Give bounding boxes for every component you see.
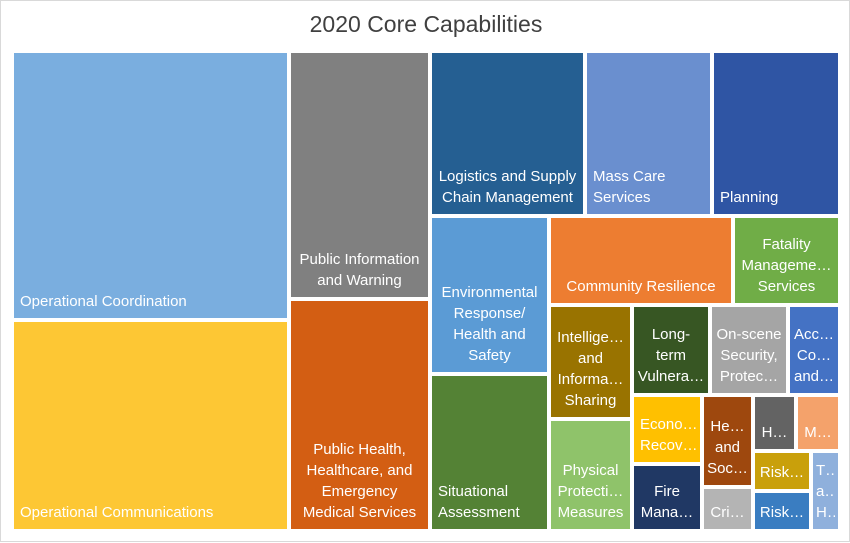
chart-title: 2020 Core Capabilities: [309, 11, 543, 37]
treemap-tile-label: Fire Mana…: [640, 483, 694, 521]
treemap-tile: Environmental Response/ Health and Safet…: [430, 216, 549, 374]
treemap-tile: Logistics and Supply Chain Management: [430, 51, 585, 216]
treemap-tile-label: H…: [761, 424, 788, 441]
treemap-tile-label: Risk…: [759, 504, 805, 521]
treemap-tile: Public Health, Healthcare, and Emergency…: [289, 299, 430, 531]
treemap-tile-label: Operational Coordination: [20, 293, 187, 310]
treemap-tile: T… a… H…: [811, 451, 840, 531]
treemap-tile: Fire Mana…: [632, 464, 702, 531]
treemap-tile: Mass Care Services: [585, 51, 712, 216]
treemap-tile: Cri…: [702, 487, 753, 531]
treemap-tile: Operational Communications: [12, 320, 289, 531]
treemap-tile: Public Information and Warning: [289, 51, 430, 299]
treemap-tile-label: Logistics and Supply Chain Management: [438, 168, 577, 206]
treemap-tile: Fatality Manageme… Services: [733, 216, 840, 305]
treemap-tile: Risk…: [753, 451, 811, 491]
treemap-tile: On-scene Security, Protec…: [710, 305, 788, 395]
treemap-tile-label: Intellige… and Informa… Sharing: [557, 329, 624, 409]
treemap-tile: Planning: [712, 51, 840, 216]
treemap-tile: He… and Soc…: [702, 395, 753, 487]
treemap-tile-label: T… a… H…: [816, 462, 835, 521]
treemap-tile-label: Econo… Recov…: [640, 416, 696, 454]
treemap-tile-label: Public Health, Healthcare, and Emergency…: [302, 441, 417, 521]
treemap-tile-label: Physical Protecti… Measures: [557, 462, 624, 521]
treemap-tile: Operational Coordination: [12, 51, 289, 320]
treemap-tile-label: He… and Soc…: [707, 418, 748, 477]
treemap-tile: Physical Protecti… Measures: [549, 419, 632, 531]
treemap-tile-label: Operational Communications: [20, 504, 214, 521]
treemap-tile: Long- term Vulnera…: [632, 305, 710, 395]
treemap-tile: Community Resilience: [549, 216, 733, 305]
treemap-tile-label: Fatality Manageme… Services: [741, 236, 832, 295]
treemap-tile-label: Risk…: [759, 464, 805, 481]
treemap-tile-label: Acc… Co… and…: [793, 326, 835, 385]
treemap-tile: Situational Assessment: [430, 374, 549, 531]
treemap-tile-label: Mass Care Services: [593, 168, 666, 206]
treemap-tile: H…: [753, 395, 796, 451]
treemap-tile-label: Situational Assessment: [438, 483, 520, 521]
treemap-tile-label: Environmental Response/ Health and Safet…: [441, 284, 538, 364]
treemap-tile-label: Public Information and Warning: [299, 251, 420, 289]
treemap-tile: Risk…: [753, 491, 811, 531]
treemap-tile-label: Planning: [720, 189, 779, 206]
treemap-tile-label: Community Resilience: [566, 278, 716, 295]
treemap-tile: Econo… Recov…: [632, 395, 702, 464]
treemap-tile-label: Cri…: [710, 504, 745, 521]
treemap-tile: M…: [796, 395, 840, 451]
treemap-tile-label: Long- term Vulnera…: [637, 326, 705, 385]
treemap-tile: Acc… Co… and…: [788, 305, 840, 395]
treemap-tile-label: M…: [804, 424, 832, 441]
treemap-tile: Intellige… and Informa… Sharing: [549, 305, 632, 419]
treemap-tile-label: On-scene Security, Protec…: [716, 326, 782, 385]
